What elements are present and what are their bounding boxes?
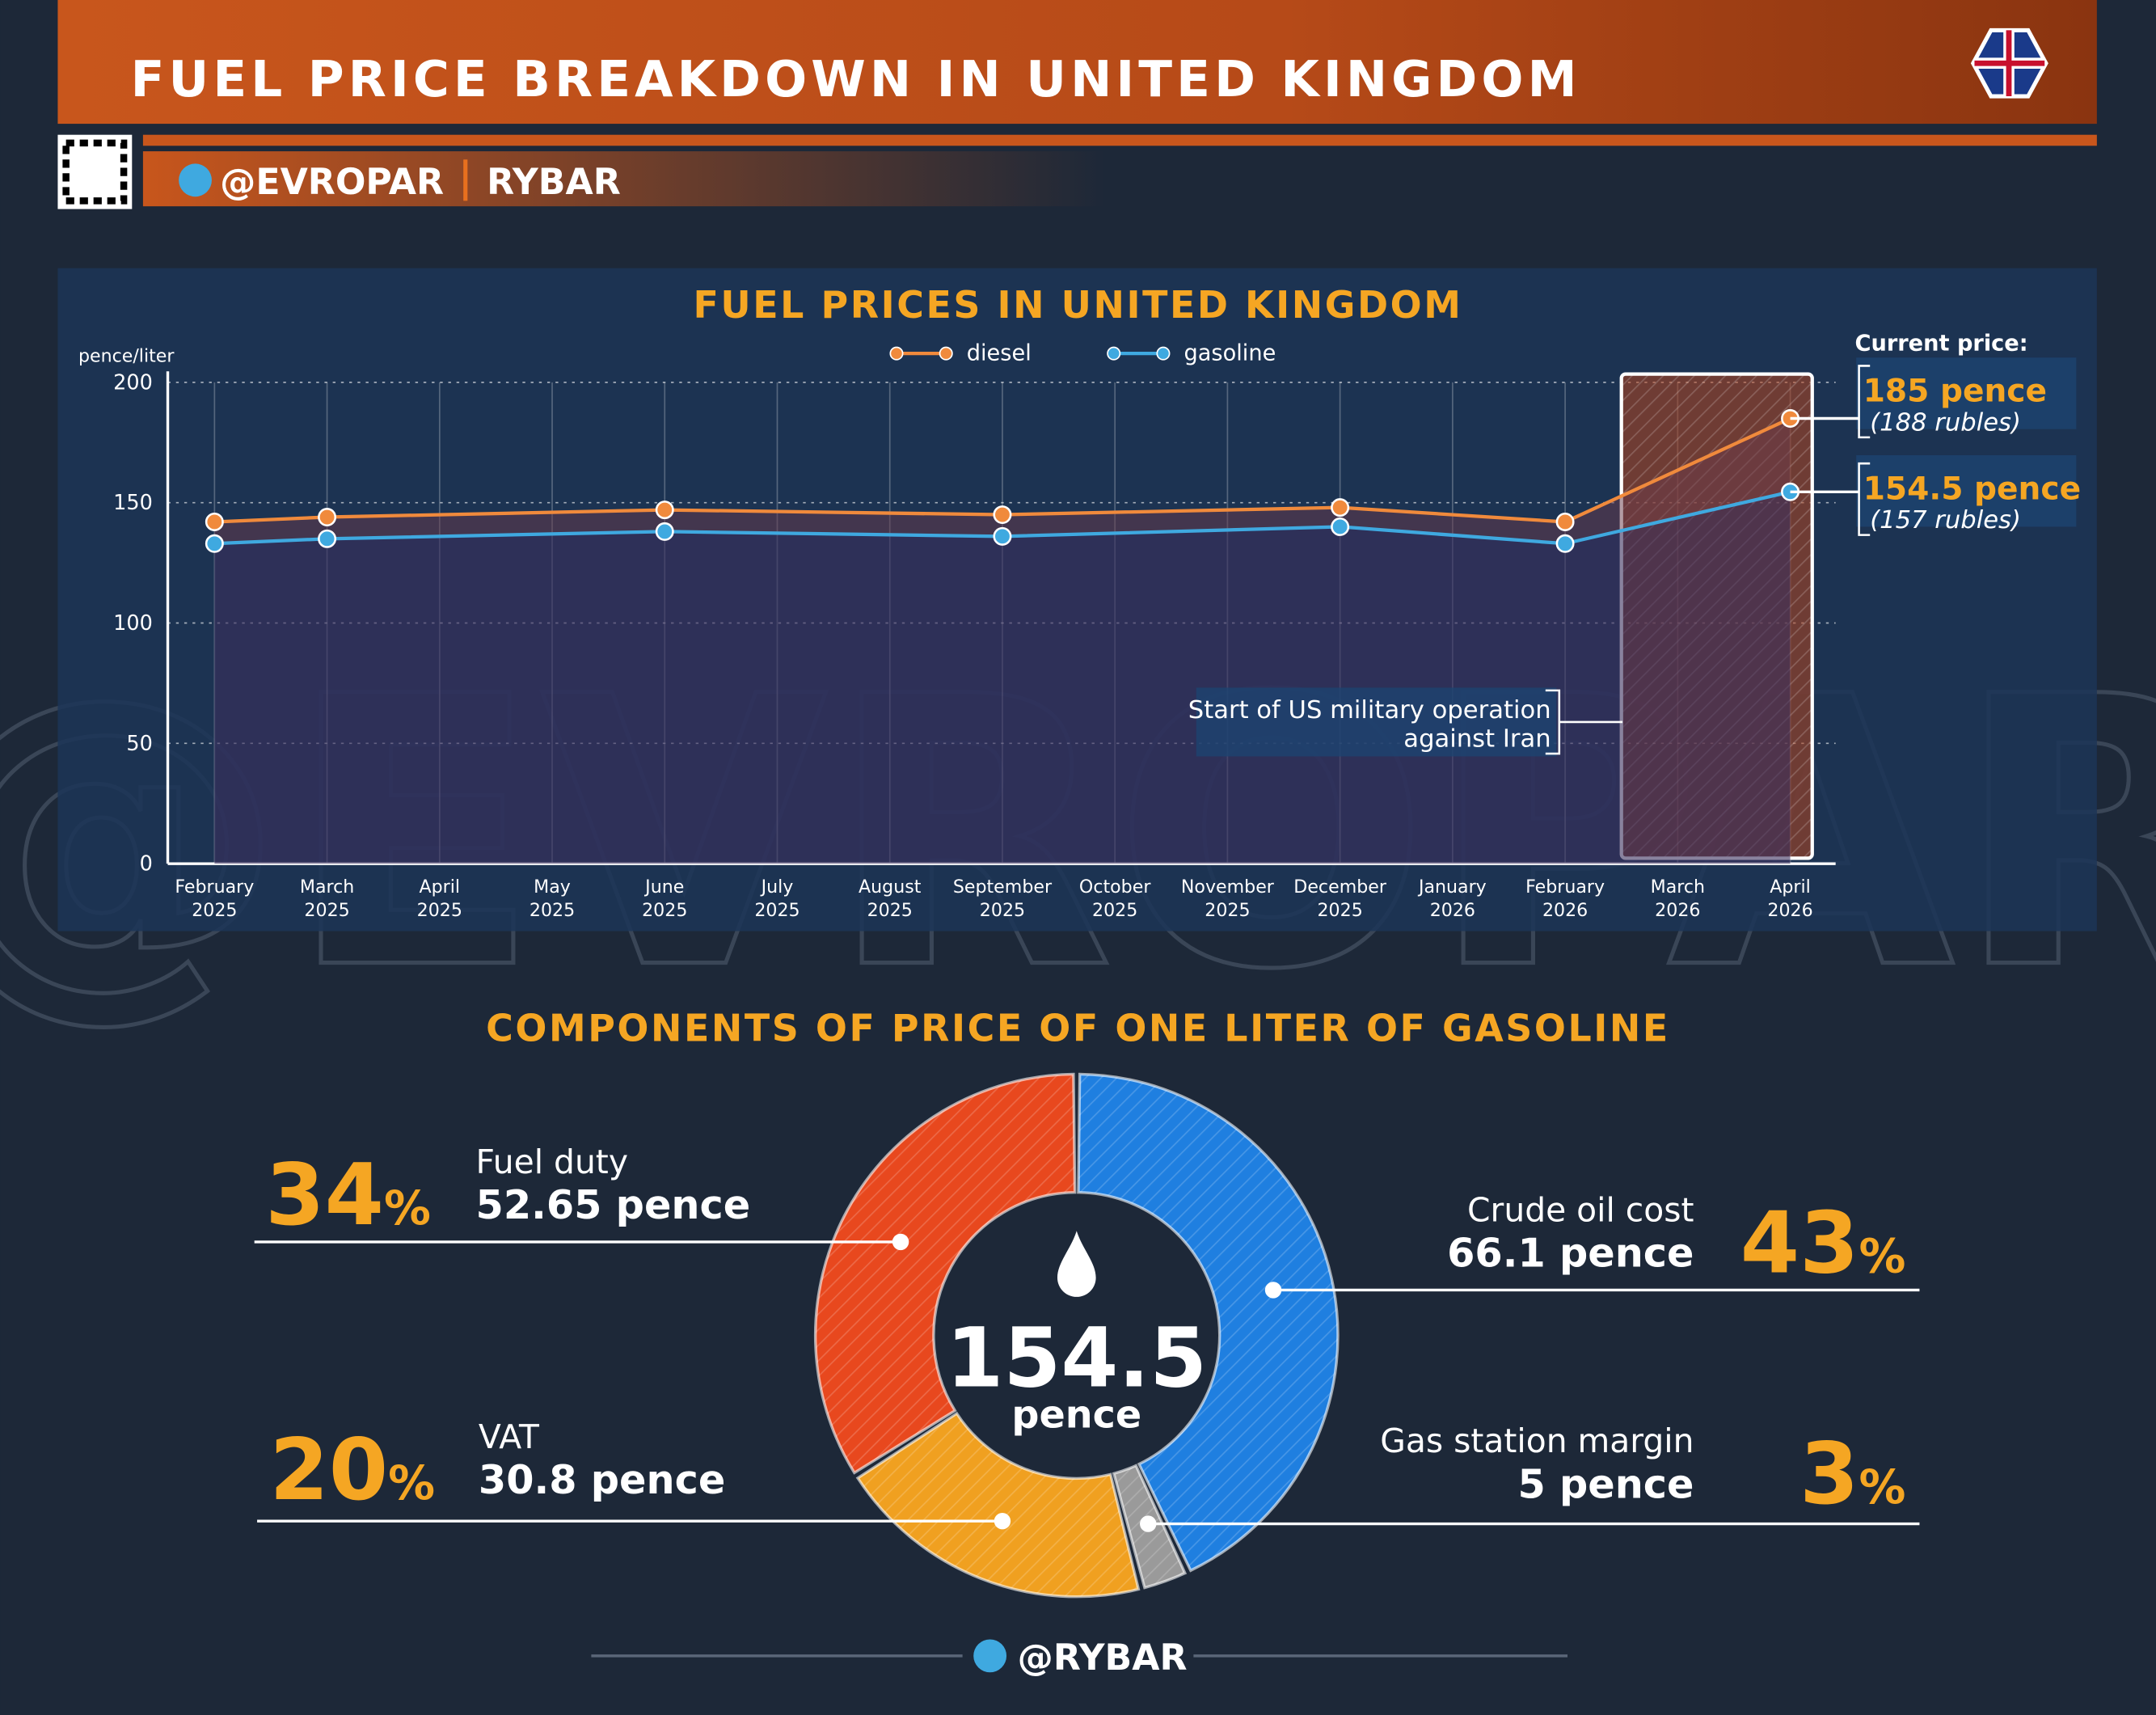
legend-marker [1156,346,1171,361]
point [1555,534,1575,553]
percent-label: 20% [269,1420,435,1519]
category-label: VAT [479,1417,540,1456]
current-price-rubles: (157 rubles) [1870,506,2021,534]
current-price-title: Current price: [1854,332,2027,357]
header-stripe [142,134,2097,146]
y-tick-label: 50 [126,732,152,756]
footer-handle: @RYBAR [1018,1637,1188,1679]
point [1331,517,1350,536]
point [205,534,224,553]
x-tick-label: December 2025 [1293,877,1387,921]
x-tick-label: September 2025 [953,877,1053,921]
x-tick-label: April 2025 [417,877,462,921]
callout-bg [1856,357,2077,429]
point [318,529,337,548]
leader-dot [994,1512,1011,1530]
x-tick-label: June 2025 [642,877,687,921]
area [214,492,1791,864]
handle-bar [142,151,1106,207]
legend-marker [889,346,904,361]
x-tick-label: July 2025 [754,877,800,921]
x-tick-label: November 2025 [1181,877,1275,921]
legend-label: gasoline [1183,341,1276,366]
qr-pattern [62,139,128,205]
x-tick-label: August 2025 [859,877,922,921]
amount-label: 30.8 pence [479,1456,725,1503]
x-tick-label: March 2025 [300,877,354,921]
center-value: 154.5 [946,1310,1207,1406]
point [205,513,224,531]
point [655,522,674,541]
current-price: 154.5 pence [1863,471,2081,507]
y-tick-label: 0 [140,852,153,877]
y-tick-label: 100 [113,611,153,636]
legend-marker [1107,346,1121,361]
point [993,526,1012,546]
y-tick-label: 150 [113,491,153,515]
x-tick-label: October 2025 [1079,877,1151,921]
annotation: Start of US military operation [1188,696,1551,724]
point [993,505,1012,525]
percent-label: 43% [1740,1193,1906,1292]
telegram-icon [973,1639,1007,1673]
callout-bracket [1858,365,1871,439]
y-tick-label: 200 [113,370,153,395]
handle: @EVROPAR [220,162,444,203]
amount-label: 66.1 pence [1447,1230,1694,1277]
point [1555,513,1575,531]
flag [1970,27,2048,99]
line-chart: FUEL PRICES IN UNITED KINGDOM pence/liter… [78,283,2081,921]
brand: RYBAR [487,162,621,203]
annotation-bracket [1545,689,1623,755]
point [318,508,337,527]
callout-bracket [1858,462,1871,536]
amount-label: 52.65 pence [476,1181,751,1228]
drop-icon [1057,1231,1096,1297]
x-tick-label: February 2025 [175,877,254,921]
x-tick-label: January 2026 [1417,877,1487,921]
segment-hatch [1078,1074,1338,1571]
chart-title: COMPONENTS OF PRICE OF ONE LITER OF GASO… [486,1007,1670,1050]
leader-dot [892,1233,909,1251]
amount-label: 5 pence [1517,1460,1694,1507]
chart-title: FUEL PRICES IN UNITED KINGDOM [694,283,1463,327]
annotation-bg [1196,687,1557,757]
legend-label: diesel [967,341,1032,366]
point [655,501,674,520]
center-unit: pence [1011,1393,1141,1438]
category-label: Crude oil cost [1467,1190,1694,1229]
header-bar [57,0,2097,125]
current-price: 185 pence [1863,374,2047,410]
category-label: Gas station margin [1380,1421,1694,1460]
x-tick-label: April 2026 [1767,877,1812,921]
leader-dot [1140,1515,1157,1532]
leader-dot [1264,1282,1282,1299]
x-tick-label: May 2025 [530,877,575,921]
segment-hatch [815,1074,1075,1473]
segment-hatch [858,1413,1139,1597]
x-tick-label: February 2026 [1525,877,1605,921]
qr-code [57,134,133,209]
annotation: against Iran [1403,725,1551,754]
point [1331,498,1350,517]
divider [463,159,468,201]
callout-bg [1856,454,2077,527]
category-label: Fuel duty [476,1143,628,1181]
header-title: FUEL PRICE BREAKDOWN IN UNITED KINGDOM [131,51,1581,108]
percent-label: 34% [265,1145,431,1244]
current-price-rubles: (188 rubles) [1870,408,2021,437]
y-axis-label: pence/liter [78,345,175,366]
telegram-icon [179,163,212,197]
legend-marker [939,346,953,361]
percent-label: 3% [1799,1424,1905,1523]
x-tick-label: March 2026 [1651,877,1705,921]
donut-chart: COMPONENTS OF PRICE OF ONE LITER OF GASO… [254,1007,1920,1599]
